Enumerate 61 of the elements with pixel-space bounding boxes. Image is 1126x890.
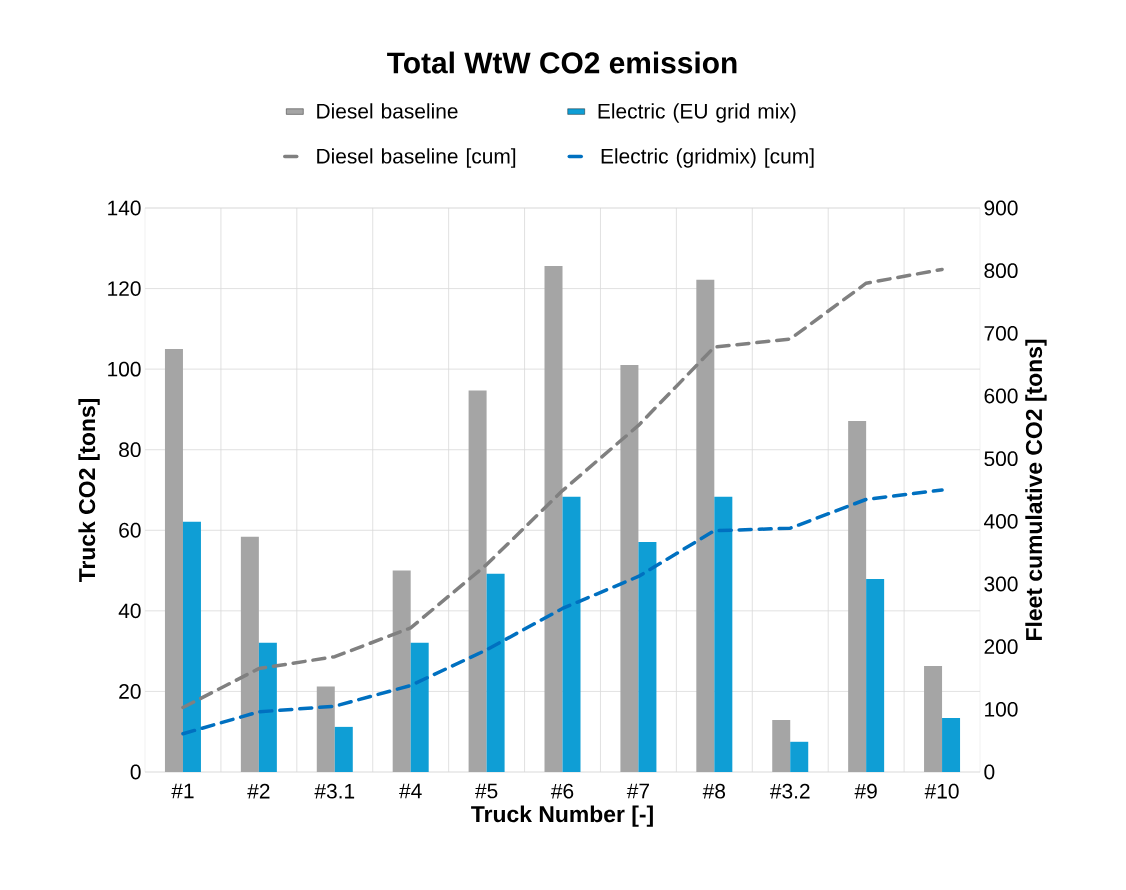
y2-tick-label: 400 xyxy=(984,513,1018,529)
bar xyxy=(258,642,277,772)
y-tick-label: 80 xyxy=(119,442,141,458)
bar xyxy=(562,496,581,772)
legend-label: Diesel baseline xyxy=(317,103,458,119)
line-series xyxy=(181,267,944,710)
x-tick-label: #1 xyxy=(171,783,194,799)
y-tick-label: 20 xyxy=(119,684,141,699)
bar xyxy=(316,686,335,772)
bar xyxy=(638,541,657,772)
y2-tick-label: 0 xyxy=(984,764,995,780)
y2-axis-title: Fleet cumulative CO2 [tons] xyxy=(1025,339,1047,640)
bar xyxy=(696,279,715,772)
y-tick-label: 60 xyxy=(119,522,141,538)
bar xyxy=(468,390,487,772)
x-tick-label: #7 xyxy=(626,783,649,799)
y2-tick-label: 900 xyxy=(984,200,1018,216)
x-tick-label: #8 xyxy=(702,783,726,799)
legend-label: Electric (EU grid mix) xyxy=(598,103,796,123)
bar xyxy=(240,536,259,772)
y2-tick-label: 700 xyxy=(984,325,1018,341)
y-axis-title: Truck CO2 [tons] xyxy=(78,398,100,583)
y2-tick-label: 800 xyxy=(984,263,1018,279)
bar xyxy=(848,421,867,772)
bar xyxy=(544,266,563,772)
y2-tick-label: 300 xyxy=(984,576,1018,592)
x-tick-label: #10 xyxy=(924,783,959,799)
x-tick-label: #6 xyxy=(550,783,574,799)
bar xyxy=(772,720,791,772)
x-tick-label: #3.2 xyxy=(769,783,810,799)
x-axis-title: Truck Number [-] xyxy=(471,805,653,827)
y-tick-label: 120 xyxy=(108,281,141,296)
bar xyxy=(334,726,353,772)
bar xyxy=(924,666,943,772)
bar xyxy=(790,741,809,772)
y2-tick-label: 600 xyxy=(984,388,1018,404)
x-tick-label: #2 xyxy=(247,783,270,799)
bar xyxy=(486,573,505,772)
bar xyxy=(942,718,961,772)
bar xyxy=(410,642,429,772)
x-tick-label: #5 xyxy=(475,783,498,799)
y2-tick-label: 500 xyxy=(984,451,1018,467)
y-tick-label: 0 xyxy=(130,764,141,780)
chart-title: Total WtW CO2 emission xyxy=(387,51,737,74)
legend-label: Diesel baseline [cum] xyxy=(317,148,516,168)
x-tick-label: #9 xyxy=(854,783,877,799)
bar xyxy=(164,349,183,772)
bar xyxy=(182,521,201,772)
y-tick-label: 140 xyxy=(108,200,141,216)
legend-label: Electric (gridmix) [cum] xyxy=(601,148,814,168)
bar xyxy=(620,365,639,772)
bar xyxy=(714,496,733,772)
x-tick-label: #4 xyxy=(399,783,422,799)
bar xyxy=(866,579,885,772)
y2-tick-label: 100 xyxy=(985,701,1018,717)
y2-tick-label: 200 xyxy=(984,639,1018,655)
x-tick-label: #3.1 xyxy=(314,783,355,799)
bar xyxy=(392,570,411,772)
y-tick-label: 100 xyxy=(108,361,141,377)
line-series xyxy=(181,488,944,736)
y-tick-label: 40 xyxy=(118,603,141,619)
